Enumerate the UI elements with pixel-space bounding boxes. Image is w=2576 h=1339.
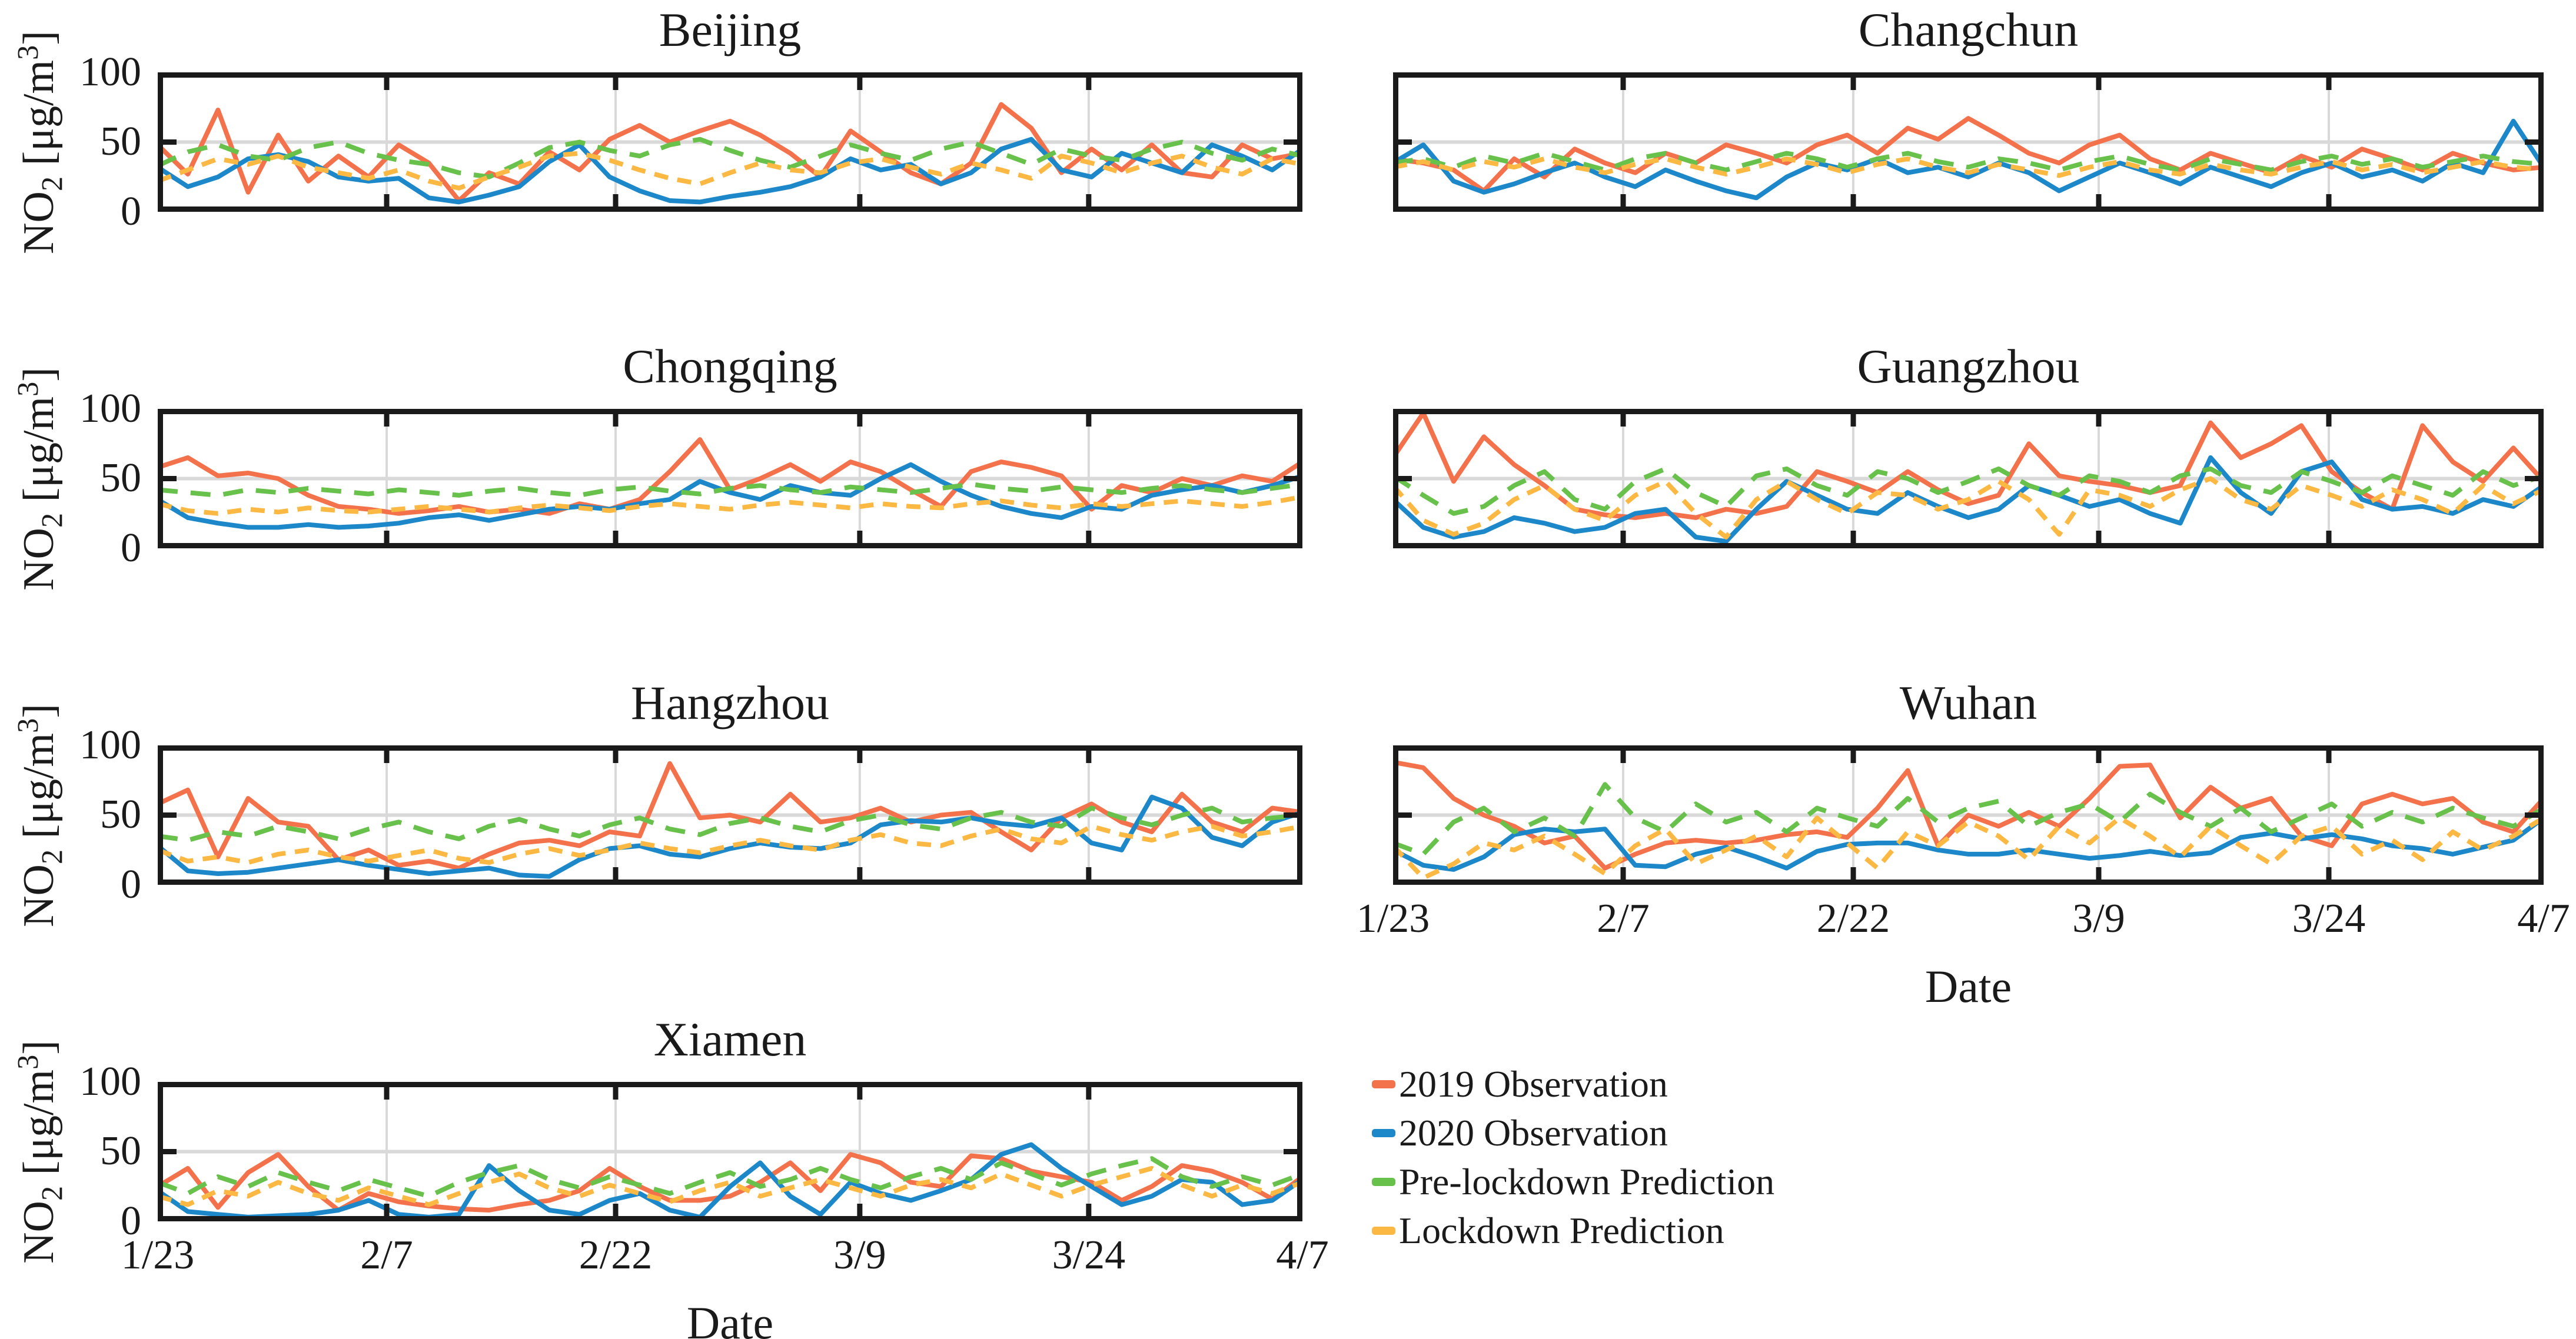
panel-title: Wuhan xyxy=(1899,676,2037,730)
y-tick-50: 50 xyxy=(100,1128,141,1174)
panel-hangzhou: Hangzhou NO2 [μg/m3] 100 50 0 xyxy=(11,676,1302,927)
legend-swatch-2019-observation xyxy=(1372,1080,1395,1088)
legend-swatch-pre-lockdown-prediction xyxy=(1372,1177,1395,1186)
y-tick-0: 0 xyxy=(121,189,141,234)
y-tick-100: 100 xyxy=(79,1059,141,1104)
x-tick: 4/7 xyxy=(1276,1233,1329,1278)
x-tick: 4/7 xyxy=(2517,896,2570,941)
x-tick: 2/7 xyxy=(1597,896,1650,941)
x-tick: 3/9 xyxy=(833,1233,886,1278)
x-tick: 2/7 xyxy=(360,1233,413,1278)
legend-item-pre-lockdown-prediction: Pre-lockdown Prediction xyxy=(1372,1157,1774,1206)
chart-changchun xyxy=(1393,72,2544,212)
legend-label: 2019 Observation xyxy=(1399,1062,1668,1105)
chart-xiamen xyxy=(158,1082,1302,1221)
chart-chongqing xyxy=(158,409,1302,548)
panel-xiamen: Xiamen NO2 [μg/m3] 100 50 0 1/23 2/7 2/2… xyxy=(11,1012,1328,1339)
panel-title: Xiamen xyxy=(653,1012,807,1066)
panel-guangzhou: Guangzhou xyxy=(1393,339,2544,548)
legend: 2019 Observation 2020 Observation Pre-lo… xyxy=(1372,1060,1774,1255)
legend-label: Lockdown Prediction xyxy=(1399,1209,1724,1251)
x-tick: 3/24 xyxy=(1052,1233,1126,1278)
chart-wuhan xyxy=(1393,745,2544,885)
panel-chongqing: Chongqing NO2 [μg/m3] 100 50 0 xyxy=(11,339,1302,590)
legend-swatch-2020-observation xyxy=(1372,1128,1395,1137)
y-tick-50: 50 xyxy=(100,455,141,501)
panel-changchun: Changchun xyxy=(1393,3,2544,212)
y-tick-100: 100 xyxy=(79,49,141,95)
x-axis-label: Date xyxy=(1924,961,2012,1012)
panel-wuhan: Wuhan 1/23 2/7 2/22 3/9 3/24 4/7 Date xyxy=(1357,676,2570,1012)
x-tick: 3/9 xyxy=(2072,896,2125,941)
y-tick-0: 0 xyxy=(121,862,141,907)
legend-label: Pre-lockdown Prediction xyxy=(1399,1160,1775,1203)
y-tick-50: 50 xyxy=(100,119,141,164)
x-axis-label: Date xyxy=(686,1297,774,1339)
x-tick: 2/22 xyxy=(1816,896,1890,941)
legend-item-2019-observation: 2019 Observation xyxy=(1372,1060,1774,1108)
chart-beijing xyxy=(158,72,1302,212)
chart-hangzhou xyxy=(158,745,1302,885)
chart-guangzhou xyxy=(1393,409,2544,548)
legend-swatch-lockdown-prediction xyxy=(1372,1226,1395,1235)
y-tick-100: 100 xyxy=(79,386,141,431)
panel-title: Hangzhou xyxy=(630,676,829,730)
y-tick-50: 50 xyxy=(100,792,141,837)
x-tick: 2/22 xyxy=(579,1233,653,1278)
panel-title: Guangzhou xyxy=(1857,339,2080,393)
x-tick: 1/23 xyxy=(121,1233,195,1278)
legend-item-2020-observation: 2020 Observation xyxy=(1372,1108,1774,1157)
y-tick-100: 100 xyxy=(79,722,141,768)
x-tick-row: 1/23 2/7 2/22 3/9 3/24 4/7 xyxy=(1357,885,2570,961)
panel-beijing: Beijing NO2 [μg/m3] 100 50 0 xyxy=(11,3,1302,254)
x-tick: 3/24 xyxy=(2292,896,2366,941)
panel-title: Chongqing xyxy=(623,339,837,393)
y-tick-0: 0 xyxy=(121,1198,141,1244)
x-tick-row: 1/23 2/7 2/22 3/9 3/24 4/7 xyxy=(121,1221,1329,1298)
legend-label: 2020 Observation xyxy=(1399,1111,1668,1154)
panel-title: Changchun xyxy=(1858,3,2079,56)
legend-item-lockdown-prediction: Lockdown Prediction xyxy=(1372,1206,1774,1255)
y-tick-0: 0 xyxy=(121,525,141,571)
panel-title: Beijing xyxy=(659,3,802,56)
x-tick: 1/23 xyxy=(1356,896,1430,941)
